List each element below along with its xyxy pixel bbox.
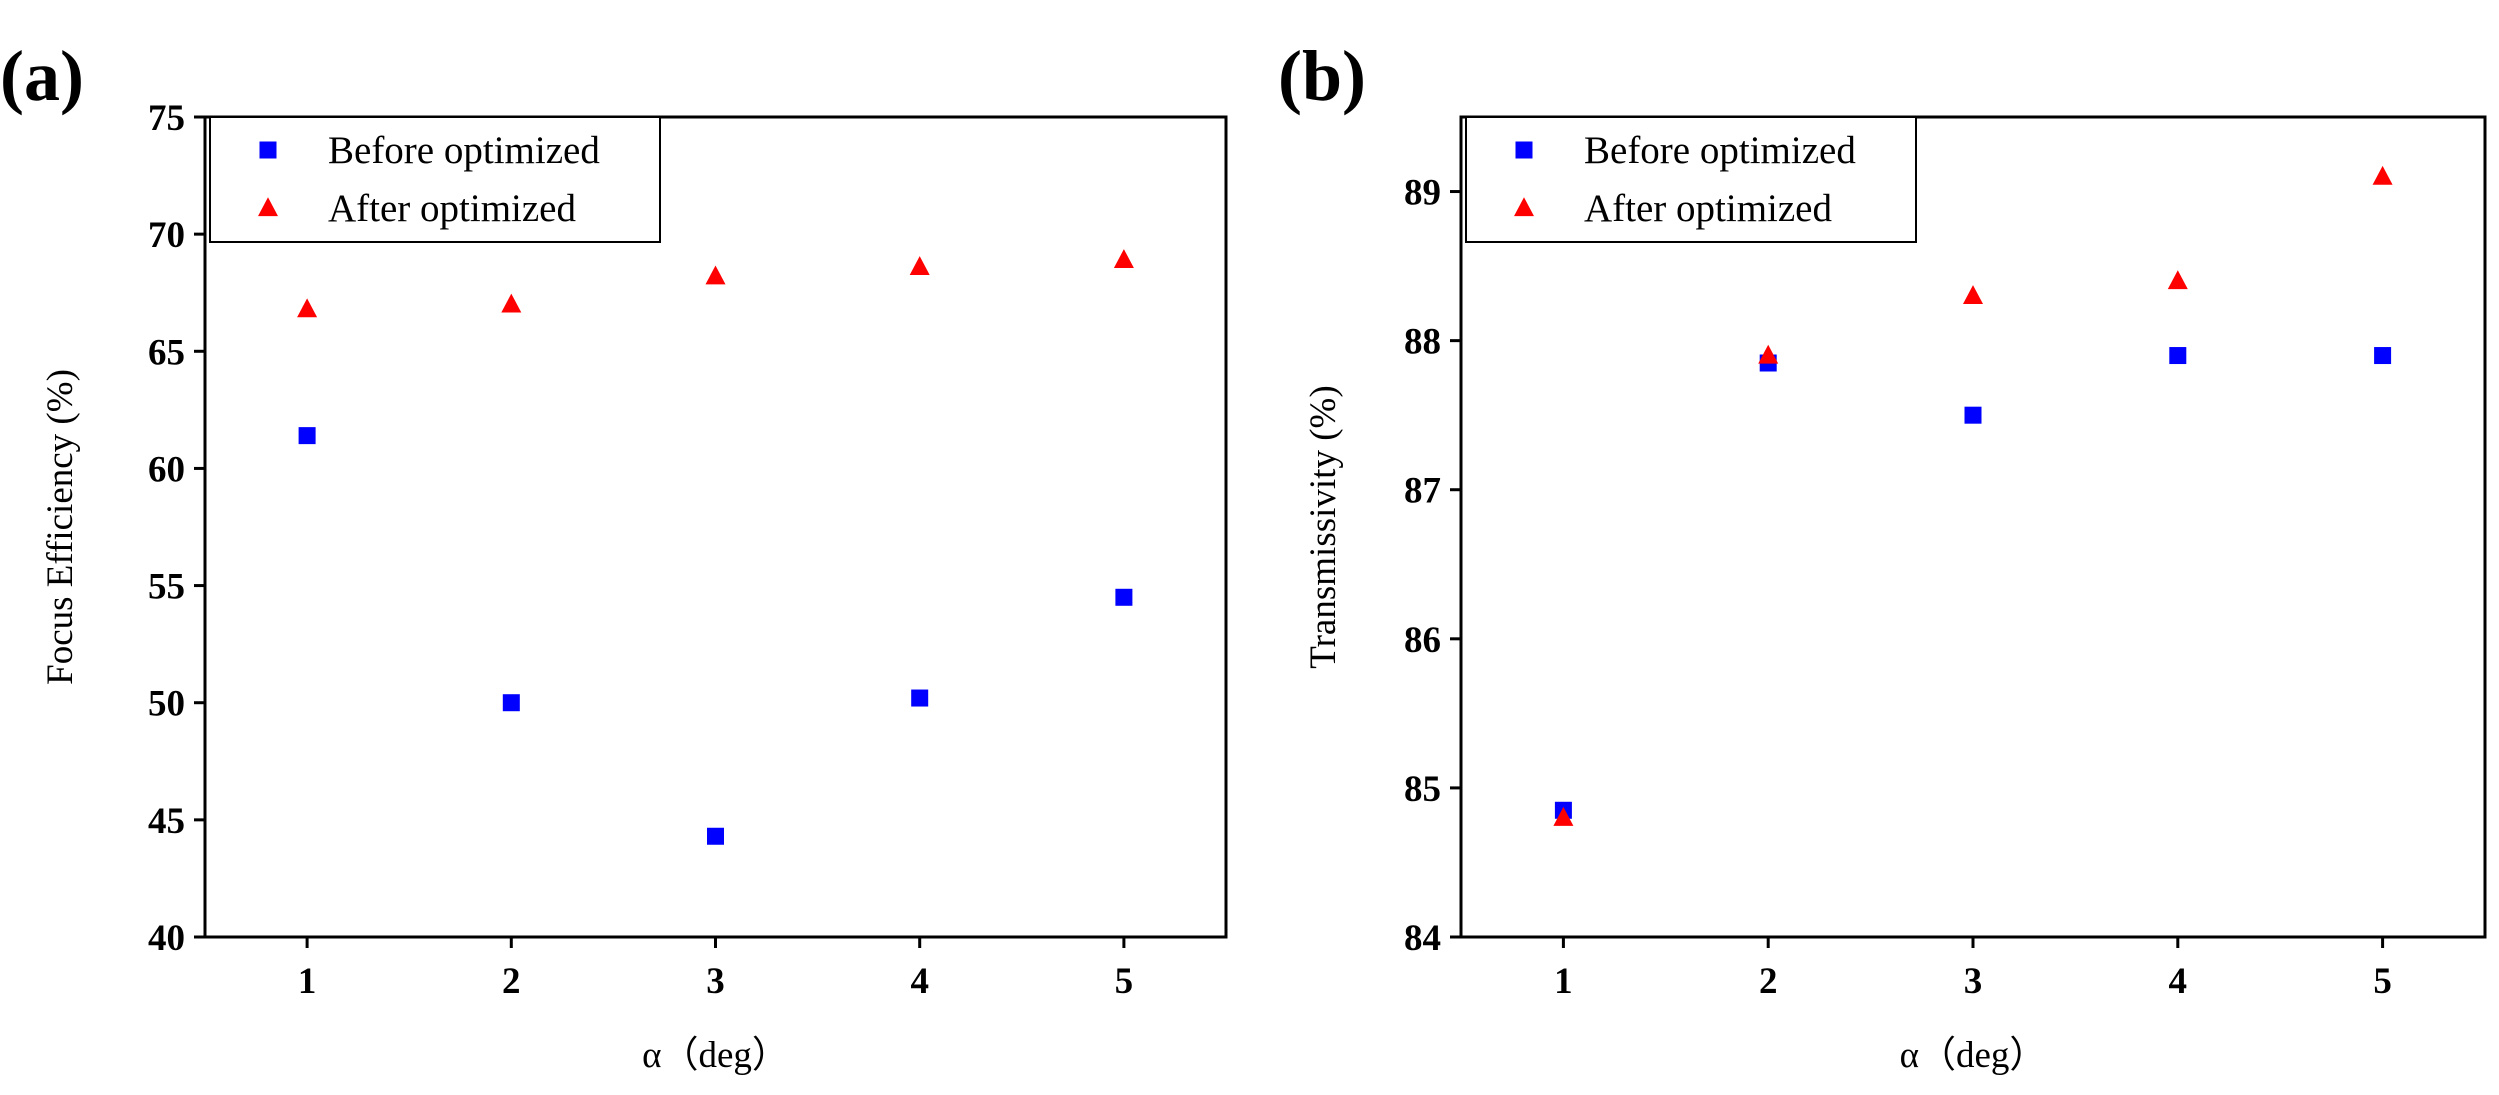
- before-point: [2169, 347, 2187, 365]
- y-tick-label: 89: [1404, 173, 1441, 214]
- after-point: [2372, 165, 2393, 185]
- before-point: [298, 427, 316, 445]
- y-tick-label: 75: [148, 98, 185, 139]
- y-tick-label: 50: [148, 684, 185, 725]
- chart-panel-b: (b) 84 85 86 87 88 89 1 2 3 4 5 α（deg） Transmissivity…: [1278, 36, 2487, 1076]
- before-point: [707, 827, 724, 845]
- y-tick-label: 40: [148, 918, 185, 959]
- after-point: [1113, 249, 1134, 269]
- before-point: [1964, 406, 1982, 424]
- after-point: [1963, 285, 1983, 305]
- legend-box: [1465, 116, 1917, 243]
- legend-label-after: After optimized: [328, 187, 576, 230]
- before-point: [1115, 588, 1133, 606]
- x-tick-label: 5: [2373, 961, 2392, 1002]
- y-tick-label: 60: [148, 449, 185, 490]
- before-point: [502, 694, 520, 712]
- after-point: [909, 256, 930, 276]
- legend: Before optimized After optimized: [1465, 116, 1917, 243]
- x-axis-label: α（deg）: [642, 1035, 789, 1076]
- panel-label: (a): [0, 36, 84, 116]
- x-axis-label: α（deg）: [1900, 1035, 2047, 1076]
- y-tick-label: 70: [148, 215, 185, 256]
- legend-label-before: Before optimized: [328, 129, 600, 172]
- x-tick-label: 2: [1759, 961, 1778, 1002]
- after-point: [1553, 806, 1574, 826]
- x-tick-label: 3: [1964, 961, 1983, 1002]
- y-tick-label: 45: [148, 801, 185, 842]
- legend-marker-after: [258, 197, 278, 217]
- y-tick-label: 87: [1404, 471, 1441, 512]
- x-tick-label: 4: [2169, 961, 2188, 1002]
- before-point: [911, 689, 929, 707]
- after-point: [1758, 344, 1779, 364]
- legend: Before optimized After optimized: [209, 116, 661, 243]
- y-tick-label: 84: [1404, 918, 1441, 959]
- after-point: [705, 265, 726, 285]
- after-point: [2167, 270, 2188, 290]
- before-point: [2374, 347, 2392, 365]
- x-tick-label: 3: [706, 961, 725, 1002]
- y-axis-label: Transmissivity (%): [1303, 385, 1344, 668]
- x-tick-label: 5: [1115, 961, 1134, 1002]
- y-tick-label: 85: [1404, 769, 1441, 810]
- x-tick-label: 4: [910, 961, 929, 1002]
- legend-label-before: Before optimized: [1584, 129, 1856, 172]
- x-tick-label: 1: [298, 961, 317, 1002]
- y-tick-label: 55: [148, 567, 185, 608]
- y-axis-label: Focus Efficiency (%): [40, 369, 81, 685]
- legend-marker-before: [1515, 141, 1533, 159]
- legend-label-after: After optimized: [1584, 187, 1832, 230]
- after-point: [501, 293, 522, 313]
- legend-box: [209, 116, 661, 243]
- after-point: [297, 298, 318, 318]
- x-tick-label: 2: [502, 961, 521, 1002]
- legend-marker-after: [1514, 197, 1534, 217]
- legend-marker-before: [259, 141, 277, 159]
- y-tick-label: 86: [1404, 620, 1441, 661]
- x-tick-label: 1: [1554, 961, 1573, 1002]
- y-tick-label: 65: [148, 332, 185, 373]
- y-tick-label: 88: [1404, 322, 1441, 363]
- panel-label: (b): [1278, 36, 1366, 116]
